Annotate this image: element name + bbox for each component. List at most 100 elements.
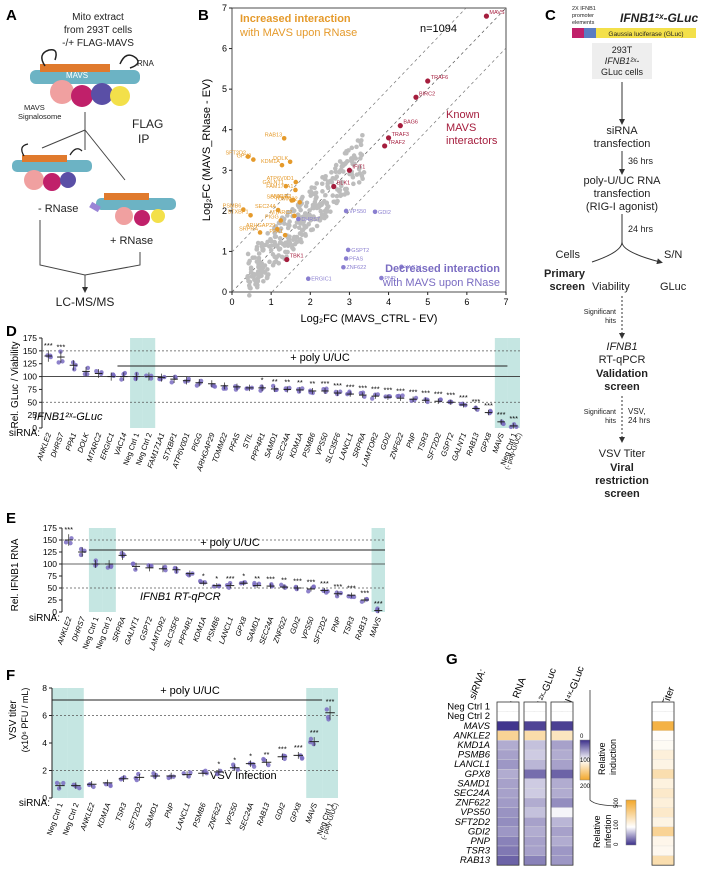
b-point-gray xyxy=(324,209,330,214)
replicate-point xyxy=(136,771,141,777)
viral-1: Viral xyxy=(610,462,634,474)
panel-label-e: E xyxy=(6,510,16,527)
y-tick-label: 100 xyxy=(43,559,57,569)
heatmap-cell xyxy=(550,778,574,789)
heatmap-cell xyxy=(550,701,574,712)
replicate-point xyxy=(166,775,171,781)
category-label: SAMD1 xyxy=(143,802,160,829)
b-point-gray xyxy=(268,247,274,253)
b-point-gray xyxy=(323,214,329,219)
b-point-gray xyxy=(344,150,349,156)
flag-ip-1: FLAG xyxy=(132,117,163,131)
category-label: KDM1A xyxy=(95,802,112,829)
panel-b-xlabel: Log₂FC (MAVS_CTRL - EV) xyxy=(301,313,438,325)
b-point-gray xyxy=(349,158,354,164)
replicate-point xyxy=(152,774,158,779)
b-point-gray xyxy=(358,156,363,161)
heatmap-row-label: Neg Ctrl 2 xyxy=(447,711,490,722)
b-point-red xyxy=(397,123,403,129)
b-point-red xyxy=(382,143,388,149)
y-tick-label: 100 xyxy=(23,372,37,382)
heatmap-cell xyxy=(523,721,547,731)
b-label-orange: FAM171A1 xyxy=(266,184,293,190)
b-point-gray xyxy=(299,227,305,233)
b-point-orange xyxy=(287,159,293,165)
b-point-gray xyxy=(320,175,325,180)
inf-title-2: infection xyxy=(603,814,613,848)
heatmap-row-label: KMD1A xyxy=(457,740,490,751)
category-label: RAB13 xyxy=(255,801,272,827)
validation-2: screen xyxy=(604,381,640,393)
control-shade xyxy=(102,528,116,612)
b-point-gray xyxy=(356,180,362,185)
b-point-red xyxy=(483,13,490,19)
category-label: PNP xyxy=(162,802,176,820)
replicate-point xyxy=(54,780,60,786)
replicate-point xyxy=(235,767,241,772)
b-point-blue xyxy=(305,276,311,282)
heatmap-row-label: ANKLE2 xyxy=(453,730,491,741)
panel-a-schematic: Mito extract from 293T cells -/+ FLAG-MA… xyxy=(12,12,176,309)
heatmap-cell xyxy=(496,788,520,799)
replicate-point xyxy=(306,589,311,594)
minus-rnase-label: - RNase xyxy=(38,203,78,215)
y-tick-label: 150 xyxy=(43,535,57,545)
b-label-red: TRAF3 xyxy=(392,132,409,138)
control-shade xyxy=(494,338,508,428)
heatmap-cell xyxy=(523,817,547,827)
y-tick-label: 0 xyxy=(52,607,57,617)
time-24: 24 hrs xyxy=(628,224,654,234)
b-point-gray xyxy=(281,216,287,222)
b-point-gray xyxy=(285,249,290,255)
signalosome-label-2: Signalosome xyxy=(18,112,61,121)
b-label-blue: GSPT2 xyxy=(351,248,369,254)
significance-stars: * xyxy=(217,760,220,769)
b-point-gray xyxy=(256,251,262,256)
ind-title-2: induction xyxy=(608,739,618,775)
replicate-point xyxy=(383,394,388,399)
replicate-point xyxy=(347,389,352,394)
b-point-gray xyxy=(282,243,288,248)
control-shade xyxy=(371,528,385,612)
b-point-blue xyxy=(345,247,351,253)
b-label-red: BLK1 xyxy=(337,181,350,187)
replicate-point xyxy=(56,786,62,791)
category-label: GPX8 xyxy=(288,801,304,824)
b-point-gray xyxy=(267,259,272,265)
replicate-point xyxy=(119,377,124,382)
replicate-point xyxy=(72,367,77,372)
b-label-red: BIRC2 xyxy=(419,91,435,97)
heatmap-row-label: SFT2D2 xyxy=(455,817,491,828)
replicate-point xyxy=(94,369,99,374)
panel-g-heatmap: siRNA: IFNB1 RNA IFNB1²ˣ-GLuc PRDIII⁴ˣ-G… xyxy=(447,665,677,866)
b-label-red: BAG6 xyxy=(403,120,418,126)
b-point-gray xyxy=(359,138,364,143)
promoter-line-3: elements xyxy=(572,20,595,26)
known-label-1: Known xyxy=(446,109,480,121)
b-point-gray xyxy=(291,208,297,214)
b-point-gray xyxy=(265,231,270,236)
b-point-gray xyxy=(349,145,355,151)
b-point-gray xyxy=(300,214,306,220)
b-point-gray xyxy=(287,223,292,228)
significance-stars: *** xyxy=(484,401,493,410)
b-point-gray xyxy=(312,192,318,197)
y-tick-label: 75 xyxy=(48,571,58,581)
b-point-orange xyxy=(257,230,263,235)
panel-b-ylabel: Log₂FC (MAVS_RNase - EV) xyxy=(201,79,213,221)
replicate-point xyxy=(91,784,96,790)
rna-label: RNA xyxy=(137,59,155,68)
category-label: PNP xyxy=(329,616,343,634)
b-label-orange: KDM1A xyxy=(261,159,280,165)
b-point-gray xyxy=(338,183,344,189)
replicate-point xyxy=(425,399,430,405)
increased-label-2: with MAVS upon RNase xyxy=(239,27,357,39)
b-point-gray xyxy=(261,243,266,248)
vsv-heatmap-cell xyxy=(651,845,675,856)
inf-tick-0: 0 xyxy=(614,842,620,846)
replicate-point xyxy=(211,584,217,589)
panel-e-ylabel: Rel. IFNB1 RNA xyxy=(10,538,21,611)
b-point-orange xyxy=(245,154,251,159)
heatmap-cell xyxy=(523,778,547,789)
